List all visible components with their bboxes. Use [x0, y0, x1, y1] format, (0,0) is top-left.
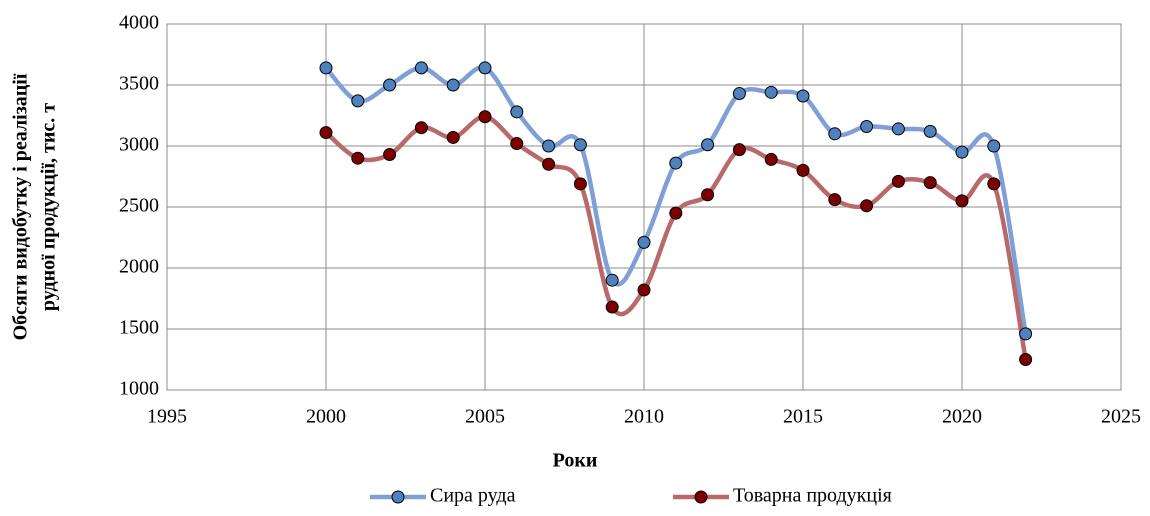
data-point: [955, 145, 969, 159]
data-point: [542, 157, 556, 171]
legend-label: Товарна продукція: [733, 485, 892, 507]
y-tick-label: 1000: [119, 378, 159, 400]
x-tick-label: 2015: [783, 406, 823, 428]
data-point: [796, 89, 810, 103]
x-tick-label: 1995: [147, 406, 187, 428]
data-point: [383, 78, 397, 92]
data-point: [605, 273, 619, 287]
data-point: [319, 61, 333, 75]
y-tick-label: 2000: [119, 256, 159, 278]
data-point: [637, 283, 651, 297]
data-point: [351, 151, 365, 165]
data-point: [796, 163, 810, 177]
data-point: [319, 126, 333, 140]
data-point: [860, 199, 874, 213]
y-axis-label: Обсяги видобутку і реалізації: [10, 73, 32, 340]
data-point: [955, 194, 969, 208]
data-point: [732, 143, 746, 157]
data-point: [478, 110, 492, 124]
legend-label: Сира руда: [430, 485, 516, 507]
data-point: [637, 235, 651, 249]
data-point: [701, 138, 715, 152]
data-point: [891, 174, 905, 188]
data-point: [923, 124, 937, 138]
data-point: [446, 78, 460, 92]
data-point: [732, 87, 746, 101]
legend-marker: [694, 490, 708, 504]
plot-border: [166, 23, 1122, 391]
data-point: [987, 177, 1001, 191]
y-axis-label: рудної продукції, тис. т: [38, 103, 60, 311]
y-tick-label: 1500: [119, 317, 159, 339]
data-point: [987, 139, 1001, 153]
data-point: [764, 85, 778, 99]
x-tick-label: 2020: [942, 406, 982, 428]
x-axis-label: Роки: [553, 450, 598, 472]
data-point: [605, 300, 619, 314]
data-point: [923, 176, 937, 190]
data-point: [891, 122, 905, 136]
legend-marker: [391, 490, 405, 504]
data-point: [860, 119, 874, 133]
data-point: [351, 94, 365, 108]
data-point: [669, 206, 683, 220]
data-point: [1019, 353, 1033, 366]
data-point: [828, 127, 842, 141]
data-point: [446, 130, 460, 144]
y-tick-label: 4000: [119, 12, 159, 34]
data-point: [1019, 327, 1033, 341]
data-point: [701, 188, 715, 202]
data-point: [573, 177, 587, 191]
y-tick-label: 3500: [119, 73, 159, 95]
data-point: [573, 138, 587, 152]
data-point: [542, 139, 556, 153]
data-point: [478, 61, 492, 75]
x-tick-label: 2005: [465, 406, 505, 428]
data-point: [764, 152, 778, 166]
y-tick-label: 2500: [119, 195, 159, 217]
series-line: [324, 65, 1028, 335]
y-tick-label: 3000: [119, 134, 159, 156]
x-tick-label: 2000: [306, 406, 346, 428]
data-point: [414, 61, 428, 75]
data-point: [510, 105, 524, 119]
data-point: [510, 137, 524, 151]
data-point: [828, 193, 842, 207]
series-line: [324, 114, 1028, 360]
data-point: [383, 148, 397, 162]
data-point: [669, 156, 683, 170]
x-tick-label: 2010: [624, 406, 664, 428]
data-point: [414, 121, 428, 135]
x-tick-label: 2025: [1101, 406, 1141, 428]
